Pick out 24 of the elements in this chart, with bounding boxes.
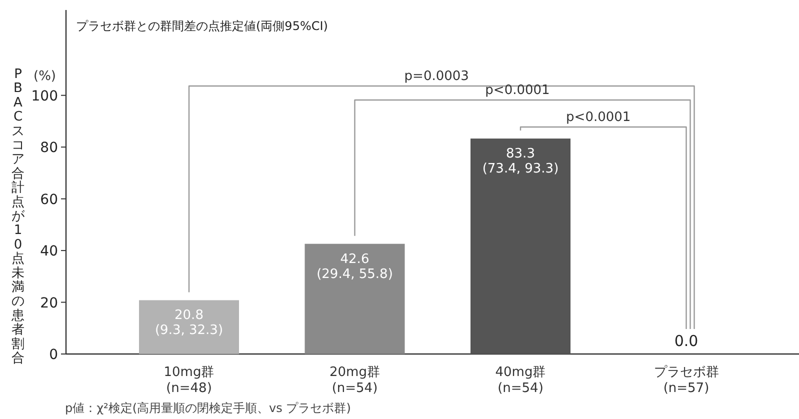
y-tick-label: 100 <box>31 88 58 104</box>
annotation: p<0.0001 <box>566 110 631 125</box>
x-tick-label: プラセボ群 (n=57) <box>654 365 719 396</box>
annotation: p=0.0003 <box>404 69 469 84</box>
text: p値：χ²検定(高用量順の閉検定手順、vs プラセボ群) <box>65 401 351 415</box>
y-tick-label: 40 <box>40 244 58 260</box>
bar <box>304 244 405 354</box>
x-tick-label: 20mg群 (n=54) <box>330 365 380 396</box>
data-label: 20.8 (9.3, 32.3) <box>154 308 224 338</box>
y-tick-label: 60 <box>40 192 58 208</box>
bar <box>139 300 239 354</box>
data-label: 0.0 <box>674 332 698 350</box>
text: (%) <box>34 69 56 84</box>
data-label: 42.6 (29.4, 55.8) <box>316 252 393 282</box>
text: PBACスコア合計点が10点未満の患者割合 <box>12 67 24 366</box>
y-tick-label: 80 <box>40 140 58 156</box>
x-tick-label: 10mg群 (n=48) <box>164 365 214 396</box>
text: プラセボ群との群間差の点推定値(両側95%CI) <box>76 19 328 33</box>
data-label: 83.3 (73.4, 93.3) <box>482 146 559 177</box>
bar <box>470 138 570 354</box>
y-tick-label: 0 <box>49 347 58 363</box>
y-tick-label: 20 <box>40 295 58 312</box>
annotation: p<0.0001 <box>485 83 550 98</box>
x-tick-label: 40mg群 (n=54) <box>495 365 546 396</box>
